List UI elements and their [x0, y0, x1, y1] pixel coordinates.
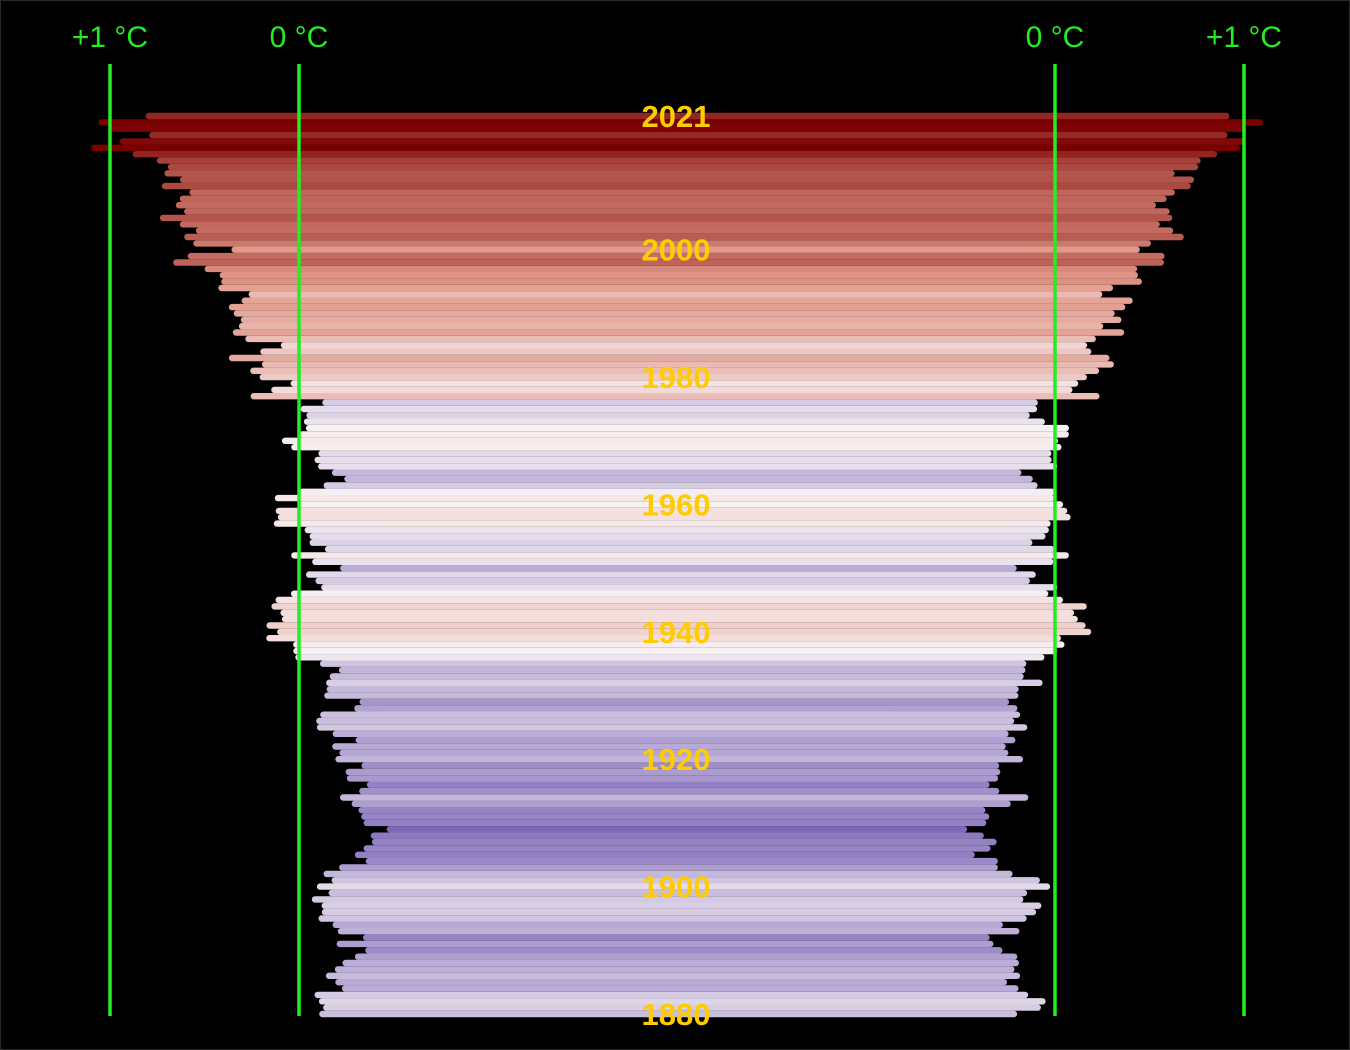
year-label-1920: 1920	[642, 742, 711, 777]
axis-label-right-zero: 0 °C	[1026, 21, 1085, 54]
year-labels: 2021 2000 1980 1960 1940 1920 1900 1880	[642, 99, 711, 1032]
year-label-1880: 1880	[642, 997, 711, 1032]
axis-lines	[108, 64, 1246, 1016]
year-label-2021: 2021	[642, 99, 711, 134]
axis-label-left-zero: 0 °C	[270, 21, 329, 54]
anomaly-bars	[90, 112, 1264, 1018]
axis-labels: +1 °C 0 °C 0 °C +1 °C	[72, 21, 1282, 54]
year-label-1980: 1980	[642, 360, 711, 395]
year-label-1940: 1940	[642, 615, 711, 650]
year-label-2000: 2000	[642, 233, 711, 268]
year-label-1900: 1900	[642, 870, 711, 905]
axis-label-left-outer: +1 °C	[72, 21, 148, 54]
year-label-1960: 1960	[642, 488, 711, 523]
axis-label-right-outer: +1 °C	[1206, 21, 1282, 54]
